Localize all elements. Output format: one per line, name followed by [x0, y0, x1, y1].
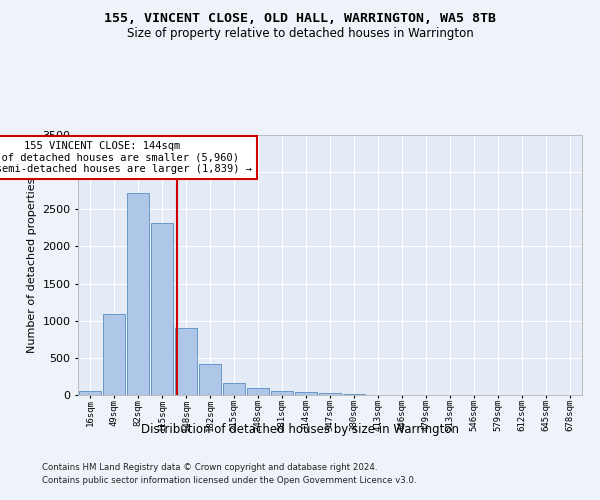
- Bar: [127, 193, 149, 395]
- Bar: [199, 364, 221, 395]
- Bar: [151, 224, 173, 395]
- Bar: [271, 391, 293, 395]
- Bar: [343, 394, 365, 395]
- Text: 155 VINCENT CLOSE: 144sqm
← 76% of detached houses are smaller (5,960)
23% of se: 155 VINCENT CLOSE: 144sqm ← 76% of detac…: [0, 141, 252, 174]
- Bar: [103, 314, 125, 395]
- Text: Size of property relative to detached houses in Warrington: Size of property relative to detached ho…: [127, 28, 473, 40]
- Text: Contains HM Land Registry data © Crown copyright and database right 2024.: Contains HM Land Registry data © Crown c…: [42, 462, 377, 471]
- Bar: [319, 393, 341, 395]
- Text: 155, VINCENT CLOSE, OLD HALL, WARRINGTON, WA5 8TB: 155, VINCENT CLOSE, OLD HALL, WARRINGTON…: [104, 12, 496, 26]
- Bar: [295, 392, 317, 395]
- Bar: [79, 392, 101, 395]
- Y-axis label: Number of detached properties: Number of detached properties: [26, 178, 37, 352]
- Text: Contains public sector information licensed under the Open Government Licence v3: Contains public sector information licen…: [42, 476, 416, 485]
- Bar: [223, 382, 245, 395]
- Bar: [175, 328, 197, 395]
- Bar: [247, 388, 269, 395]
- Text: Distribution of detached houses by size in Warrington: Distribution of detached houses by size …: [141, 422, 459, 436]
